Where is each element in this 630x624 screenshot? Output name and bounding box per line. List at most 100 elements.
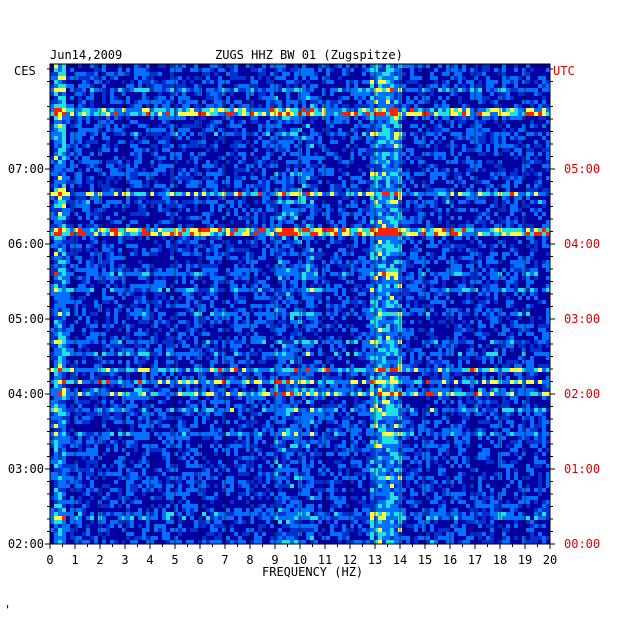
heatmap-cell: [378, 216, 382, 220]
heatmap-cell: [254, 272, 258, 276]
heatmap-cell: [390, 104, 394, 108]
heatmap-cell: [378, 280, 382, 284]
heatmap-cell: [74, 108, 78, 112]
heatmap-cell: [274, 216, 278, 220]
heatmap-cell: [402, 160, 406, 164]
heatmap-cell: [362, 80, 366, 84]
heatmap-cell: [390, 160, 394, 164]
heatmap-cell: [326, 212, 330, 216]
heatmap-cell: [414, 88, 418, 92]
heatmap-cell: [414, 104, 418, 108]
heatmap-cell: [366, 252, 370, 256]
heatmap-cell: [478, 200, 482, 204]
heatmap-cell: [162, 136, 166, 140]
heatmap-cell: [538, 144, 542, 148]
heatmap-cell: [174, 248, 178, 252]
heatmap-cell: [94, 216, 98, 220]
heatmap-cell: [534, 188, 538, 192]
heatmap-cell: [522, 88, 526, 92]
heatmap-cell: [66, 216, 70, 220]
heatmap-cell: [322, 192, 326, 196]
heatmap-cell: [78, 104, 82, 108]
heatmap-cell: [74, 320, 78, 324]
heatmap-cell: [294, 252, 298, 256]
heatmap-cell: [246, 224, 250, 228]
heatmap-cell: [234, 320, 238, 324]
heatmap-cell: [142, 228, 146, 232]
heatmap-cell: [246, 260, 250, 264]
heatmap-cell: [274, 288, 278, 292]
heatmap-cell: [486, 308, 490, 312]
heatmap-cell: [422, 216, 426, 220]
heatmap-cell: [210, 64, 214, 68]
heatmap-cell: [90, 128, 94, 132]
heatmap-cell: [426, 88, 430, 92]
heatmap-cell: [446, 220, 450, 224]
heatmap-cell: [86, 212, 90, 216]
heatmap-cell: [490, 268, 494, 272]
heatmap-cell: [386, 184, 390, 188]
heatmap-cell: [334, 120, 338, 124]
heatmap-cell: [382, 144, 386, 148]
heatmap-cell: [70, 140, 74, 144]
heatmap-cell: [70, 76, 74, 80]
heatmap-cell: [210, 92, 214, 96]
heatmap-cell: [470, 248, 474, 252]
heatmap-cell: [294, 272, 298, 276]
heatmap-cell: [326, 168, 330, 172]
heatmap-cell: [58, 64, 62, 68]
heatmap-cell: [306, 272, 310, 276]
heatmap-cell: [214, 268, 218, 272]
heatmap-cell: [378, 108, 382, 112]
heatmap-cell: [542, 244, 546, 248]
heatmap-cell: [474, 160, 478, 164]
heatmap-cell: [454, 112, 458, 116]
heatmap-cell: [366, 108, 370, 112]
heatmap-cell: [326, 108, 330, 112]
heatmap-cell: [122, 172, 126, 176]
heatmap-cell: [390, 152, 394, 156]
heatmap-cell: [138, 284, 142, 288]
heatmap-cell: [362, 200, 366, 204]
heatmap-cell: [526, 196, 530, 200]
heatmap-cell: [378, 112, 382, 116]
heatmap-cell: [414, 132, 418, 136]
heatmap-cell: [362, 148, 366, 152]
heatmap-cell: [126, 108, 130, 112]
heatmap-cell: [342, 120, 346, 124]
heatmap-cell: [438, 132, 442, 136]
heatmap-cell: [214, 72, 218, 76]
heatmap-cell: [434, 200, 438, 204]
heatmap-cell: [530, 188, 534, 192]
heatmap-cell: [538, 176, 542, 180]
heatmap-cell: [162, 188, 166, 192]
heatmap-cell: [542, 236, 546, 240]
heatmap-cell: [174, 76, 178, 80]
heatmap-cell: [162, 272, 166, 276]
heatmap-cell: [214, 276, 218, 280]
heatmap-cell: [530, 248, 534, 252]
heatmap-cell: [210, 256, 214, 260]
heatmap-cell: [194, 248, 198, 252]
heatmap-cell: [446, 128, 450, 132]
heatmap-cell: [134, 176, 138, 180]
heatmap-cell: [186, 88, 190, 92]
heatmap-cell: [502, 220, 506, 224]
heatmap-cell: [302, 296, 306, 300]
heatmap-cell: [58, 168, 62, 172]
heatmap-cell: [158, 184, 162, 188]
heatmap-cell: [106, 296, 110, 300]
heatmap-cell: [154, 144, 158, 148]
heatmap-cell: [178, 192, 182, 196]
heatmap-cell: [186, 200, 190, 204]
heatmap-cell: [102, 204, 106, 208]
heatmap-cell: [90, 240, 94, 244]
heatmap-cell: [378, 124, 382, 128]
heatmap-cell: [418, 280, 422, 284]
heatmap-cell: [134, 104, 138, 108]
heatmap-cell: [470, 260, 474, 264]
heatmap-cell: [494, 204, 498, 208]
heatmap-cell: [306, 172, 310, 176]
heatmap-cell: [70, 288, 74, 292]
heatmap-cell: [110, 256, 114, 260]
